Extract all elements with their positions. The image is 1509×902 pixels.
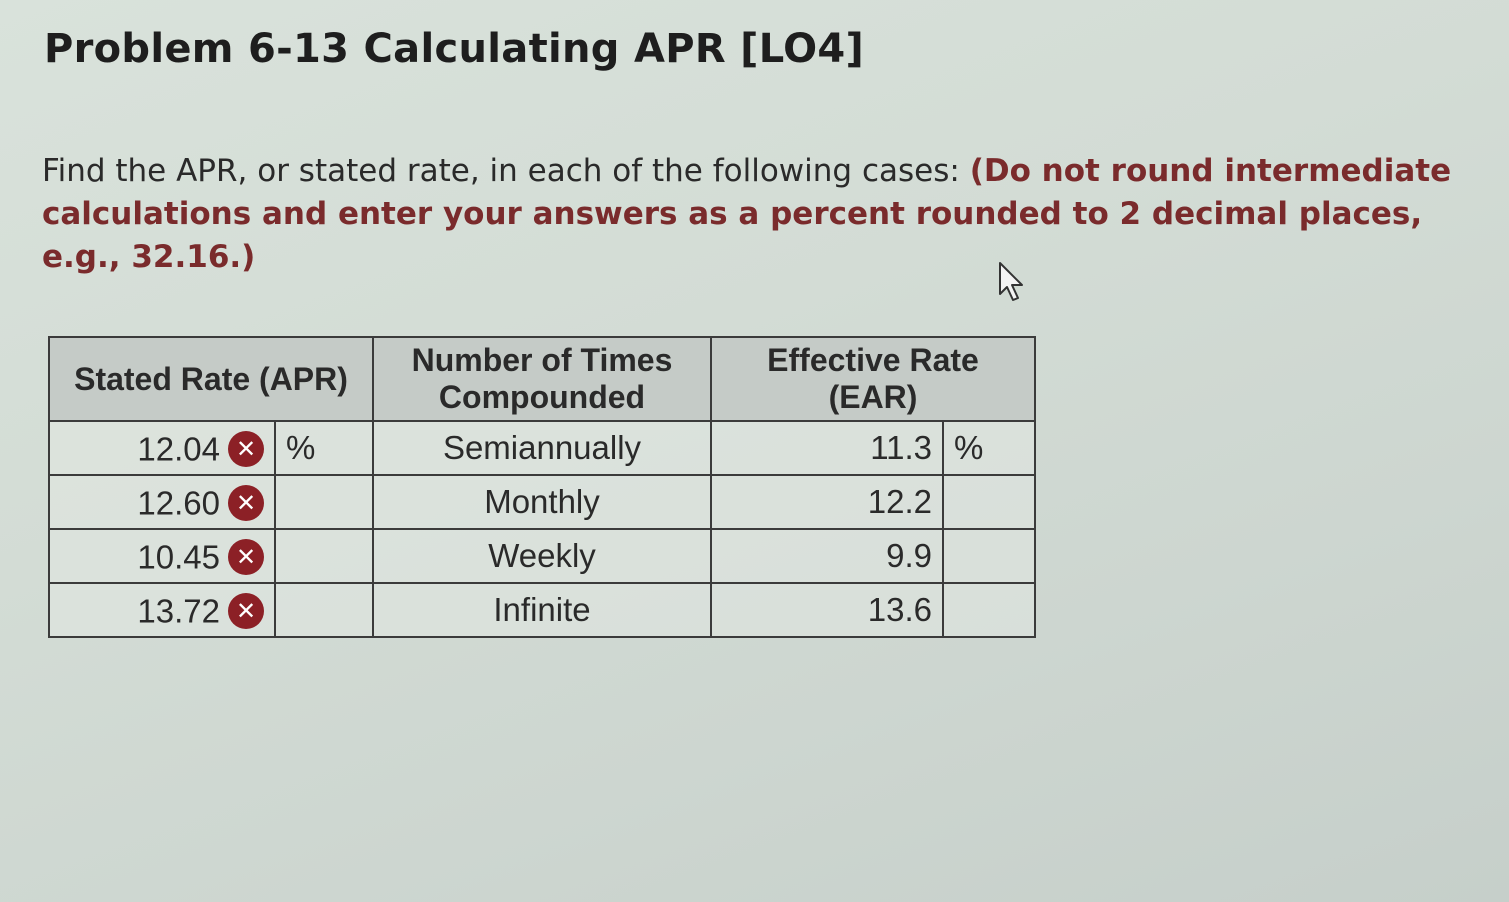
instructions: Find the APR, or stated rate, in each of… bbox=[42, 150, 1482, 279]
ear-value: 11.3 bbox=[710, 420, 944, 476]
header-times-compounded: Number of Times Compounded bbox=[372, 336, 712, 422]
apr-answer-field[interactable]: 10.45 ✕ bbox=[48, 528, 276, 584]
percent-unit bbox=[942, 474, 1036, 530]
apr-answer-field[interactable]: 12.04 ✕ bbox=[48, 420, 276, 476]
apr-value: 13.72 bbox=[137, 592, 220, 630]
apr-answer-field[interactable]: 12.60 ✕ bbox=[48, 474, 276, 530]
table-row: 10.45 ✕ Weekly 9.9 bbox=[48, 528, 1036, 584]
compounding-frequency: Infinite bbox=[372, 582, 712, 638]
table-row: 13.72 ✕ Infinite 13.6 bbox=[48, 582, 1036, 638]
percent-unit bbox=[274, 474, 374, 530]
apr-value: 10.45 bbox=[137, 538, 220, 576]
compounding-frequency: Semiannually bbox=[372, 420, 712, 476]
apr-value: 12.04 bbox=[137, 430, 220, 468]
instructions-note: (Do not round intermediate calculations … bbox=[42, 153, 1452, 275]
percent-unit bbox=[274, 582, 374, 638]
header-apr: Stated Rate (APR) bbox=[48, 336, 374, 422]
error-icon: ✕ bbox=[228, 431, 264, 468]
percent-unit bbox=[942, 582, 1036, 638]
percent-unit bbox=[942, 528, 1036, 584]
error-icon: ✕ bbox=[228, 485, 264, 522]
compounding-frequency: Weekly bbox=[372, 528, 712, 584]
table-row: 12.04 ✕ % Semiannually 11.3 % bbox=[48, 420, 1036, 476]
ear-value: 9.9 bbox=[710, 528, 944, 584]
apr-answer-field[interactable]: 13.72 ✕ bbox=[48, 582, 276, 638]
percent-unit bbox=[274, 528, 374, 584]
table-row: 12.60 ✕ Monthly 12.2 bbox=[48, 474, 1036, 530]
compounding-frequency: Monthly bbox=[372, 474, 712, 530]
percent-unit: % bbox=[274, 420, 374, 476]
error-icon: ✕ bbox=[228, 593, 264, 630]
percent-unit: % bbox=[942, 420, 1036, 476]
apr-table: Stated Rate (APR) Number of Times Compou… bbox=[48, 336, 1036, 638]
instructions-text: Find the APR, or stated rate, in each of… bbox=[42, 153, 960, 189]
table-header-row: Stated Rate (APR) Number of Times Compou… bbox=[48, 336, 1036, 422]
page-title: Problem 6-13 Calculating APR [LO4] bbox=[44, 26, 865, 72]
apr-value: 12.60 bbox=[137, 484, 220, 522]
mouse-pointer-icon bbox=[999, 262, 1023, 301]
error-icon: ✕ bbox=[228, 539, 264, 576]
ear-value: 13.6 bbox=[710, 582, 944, 638]
header-ear: Effective Rate (EAR) bbox=[710, 336, 1036, 422]
ear-value: 12.2 bbox=[710, 474, 944, 530]
